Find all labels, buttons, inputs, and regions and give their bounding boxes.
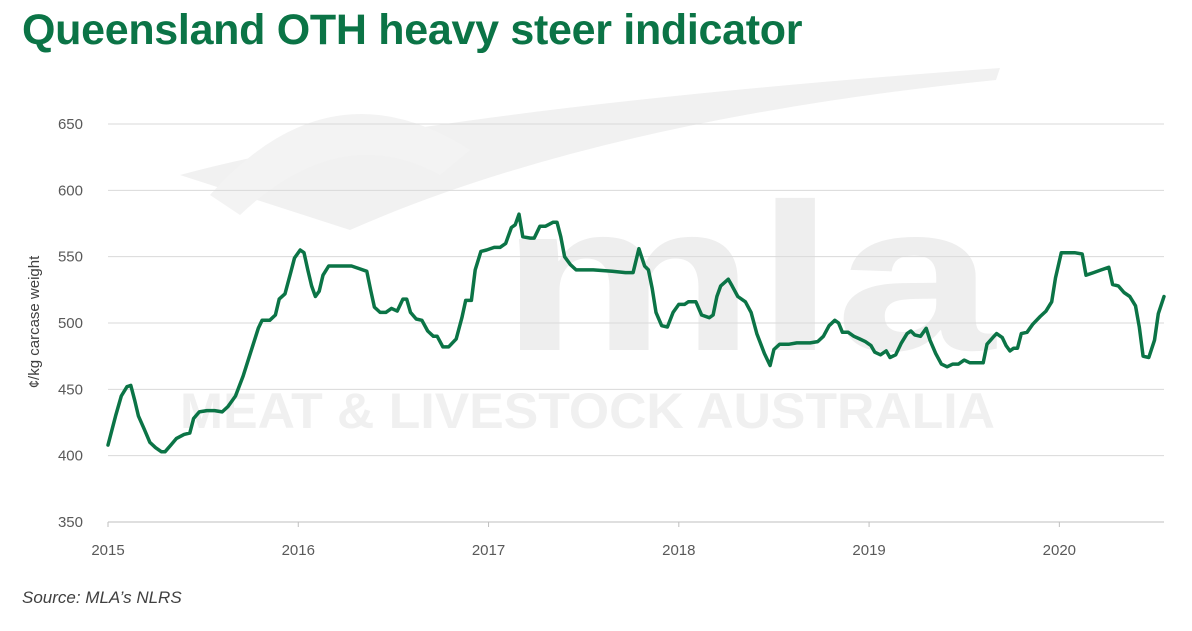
- y-tick-label: 550: [58, 249, 83, 266]
- watermark-logo: mla: [500, 160, 998, 395]
- series-line: [106, 212, 1166, 454]
- watermark-arc: [210, 114, 470, 215]
- y-tick-label: 450: [58, 381, 83, 398]
- series-layer: [106, 212, 1166, 454]
- y-axis-label: ¢/kg carcase weight: [26, 255, 43, 388]
- x-tick-label: 2017: [472, 542, 505, 559]
- y-tick-label: 600: [58, 182, 83, 199]
- watermark: mla MEAT & LIVESTOCK AUSTRALIA: [180, 68, 1000, 439]
- x-tick-label: 2015: [91, 542, 124, 559]
- watermark-text: MEAT & LIVESTOCK AUSTRALIA: [180, 383, 995, 439]
- x-axis-ticks: 2015 2016 2017 2018 2019 2020: [91, 522, 1076, 559]
- y-tick-label: 500: [58, 315, 83, 332]
- x-tick-label: 2020: [1043, 542, 1076, 559]
- y-tick-label: 650: [58, 116, 83, 133]
- y-tick-label: 400: [58, 448, 83, 465]
- x-tick-label: 2016: [282, 542, 315, 559]
- source-note: Source: MLA’s NLRS: [22, 588, 182, 607]
- watermark-swoosh: [180, 68, 1000, 230]
- chart-title: Queensland OTH heavy steer indicator: [22, 6, 803, 54]
- x-tick-label: 2019: [852, 542, 885, 559]
- y-axis-ticks: 350 400 450 500 550 600 650: [58, 116, 83, 531]
- y-tick-label: 350: [58, 514, 83, 531]
- x-tick-label: 2018: [662, 542, 695, 559]
